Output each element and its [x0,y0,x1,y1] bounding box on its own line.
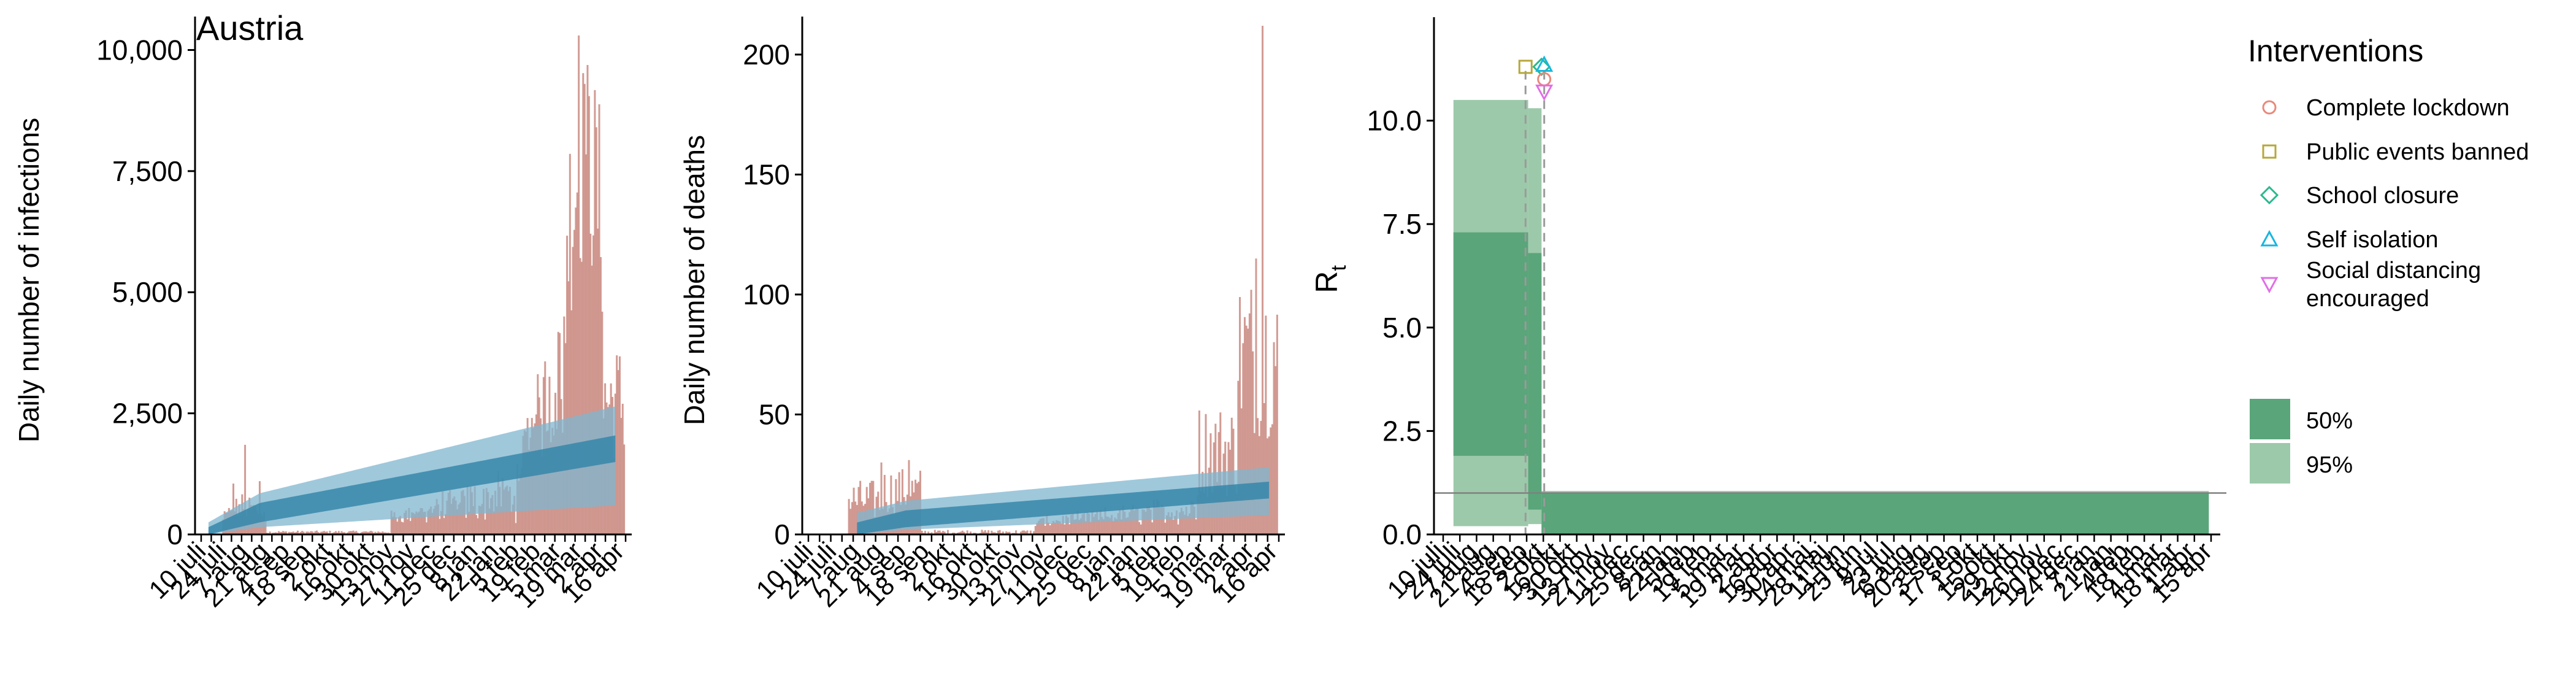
daily-bar [1051,523,1052,534]
y-tick-label: 0 [167,518,183,550]
daily-bar [851,502,853,534]
legend-item-label: encouraged [2306,286,2429,312]
rt-band-50 [1454,233,1528,456]
daily-bar [1036,523,1038,534]
y-tick-label: 7,500 [112,155,183,187]
daily-bar [1060,523,1062,534]
daily-bar [1169,517,1171,534]
daily-bar [1151,522,1153,534]
legend-ci-label: 95% [2306,452,2353,478]
daily-bar [1187,516,1189,534]
y-tick-label: 0 [774,518,790,550]
daily-bar [1173,520,1175,534]
y-tick-label: 200 [743,39,790,71]
y-axis-label: Daily number of deaths [678,135,710,425]
legend-title: Interventions [2248,34,2423,68]
triangle-down-icon [2262,278,2277,291]
daily-bar [849,509,851,534]
y-tick-label: 10,000 [96,34,183,66]
daily-bar [1090,522,1092,534]
y-axis-label: Daily number of infections [13,118,45,442]
y-tick-label: 2,500 [112,398,183,430]
daily-bar [1271,424,1273,534]
daily-bar [1064,525,1065,534]
daily-bar [1138,522,1140,534]
rt-band-50 [1541,493,2209,534]
daily-bar [1035,526,1037,534]
legend-ci-swatch [2250,399,2290,439]
legend-ci-swatch [2250,443,2290,484]
legend-item: Self isolation [2262,227,2438,253]
daily-bar [1049,525,1051,534]
intervention-marker [1537,58,1552,71]
legend-item: Social distancing encouraged [2262,258,2481,312]
daily-bar [1048,523,1049,534]
daily-bar [1273,342,1275,534]
y-tick-label: 50 [759,398,790,430]
daily-bar [1113,521,1114,534]
legend: Interventions Complete lockdown Public eve… [2248,34,2529,484]
legend-item-label: Complete lockdown [2306,95,2510,121]
daily-bar [1116,519,1117,534]
daily-bar [1270,428,1271,534]
daily-bar [1085,522,1087,534]
daily-bar [854,501,856,534]
daily-bar [1054,523,1056,534]
diamond-icon [2261,187,2277,203]
legend-ci-label: 50% [2306,408,2353,434]
legend-item-label: Public events banned [2306,139,2529,165]
daily-bar [1121,520,1122,534]
daily-bar [1276,315,1278,534]
y-tick-label: 150 [743,158,790,190]
y-tick-label: 0.0 [1382,518,1422,550]
circle-icon [2263,101,2275,114]
legend-item: School closure [2261,183,2459,209]
legend-item-label: Social distancing [2306,258,2481,283]
daily-bar [853,488,855,534]
daily-bar [1068,524,1070,534]
daily-bar [848,499,850,534]
square-icon [2263,145,2275,158]
daily-bar [1164,523,1166,534]
legend-item: Complete lockdown [2263,95,2510,121]
y-tick-label: 10.0 [1367,105,1422,137]
daily-bar [1195,519,1197,534]
daily-bar [1045,526,1046,534]
chart-title: Austria [196,9,304,47]
y-tick-label: 5.0 [1382,312,1422,344]
observed-bars [848,26,1278,534]
triangle-up-icon [2262,232,2277,245]
legend-item-label: School closure [2306,183,2459,209]
daily-bar [623,444,625,534]
y-axis-label-subscript: t [1327,265,1351,271]
daily-bar [1178,525,1179,534]
legend-item: Public events banned [2263,139,2529,165]
y-tick-label: 100 [743,279,790,310]
legend-item-label: Self isolation [2306,227,2438,253]
y-tick-label: 7.5 [1382,208,1422,240]
y-tick-label: 2.5 [1382,415,1422,447]
y-axis-label: Rt [1309,265,1351,293]
daily-bar [1262,26,1263,534]
daily-bar [1275,366,1276,534]
daily-bar [1140,525,1142,534]
rt-band-50 [1528,253,1542,509]
y-tick-label: 5,000 [112,276,183,308]
